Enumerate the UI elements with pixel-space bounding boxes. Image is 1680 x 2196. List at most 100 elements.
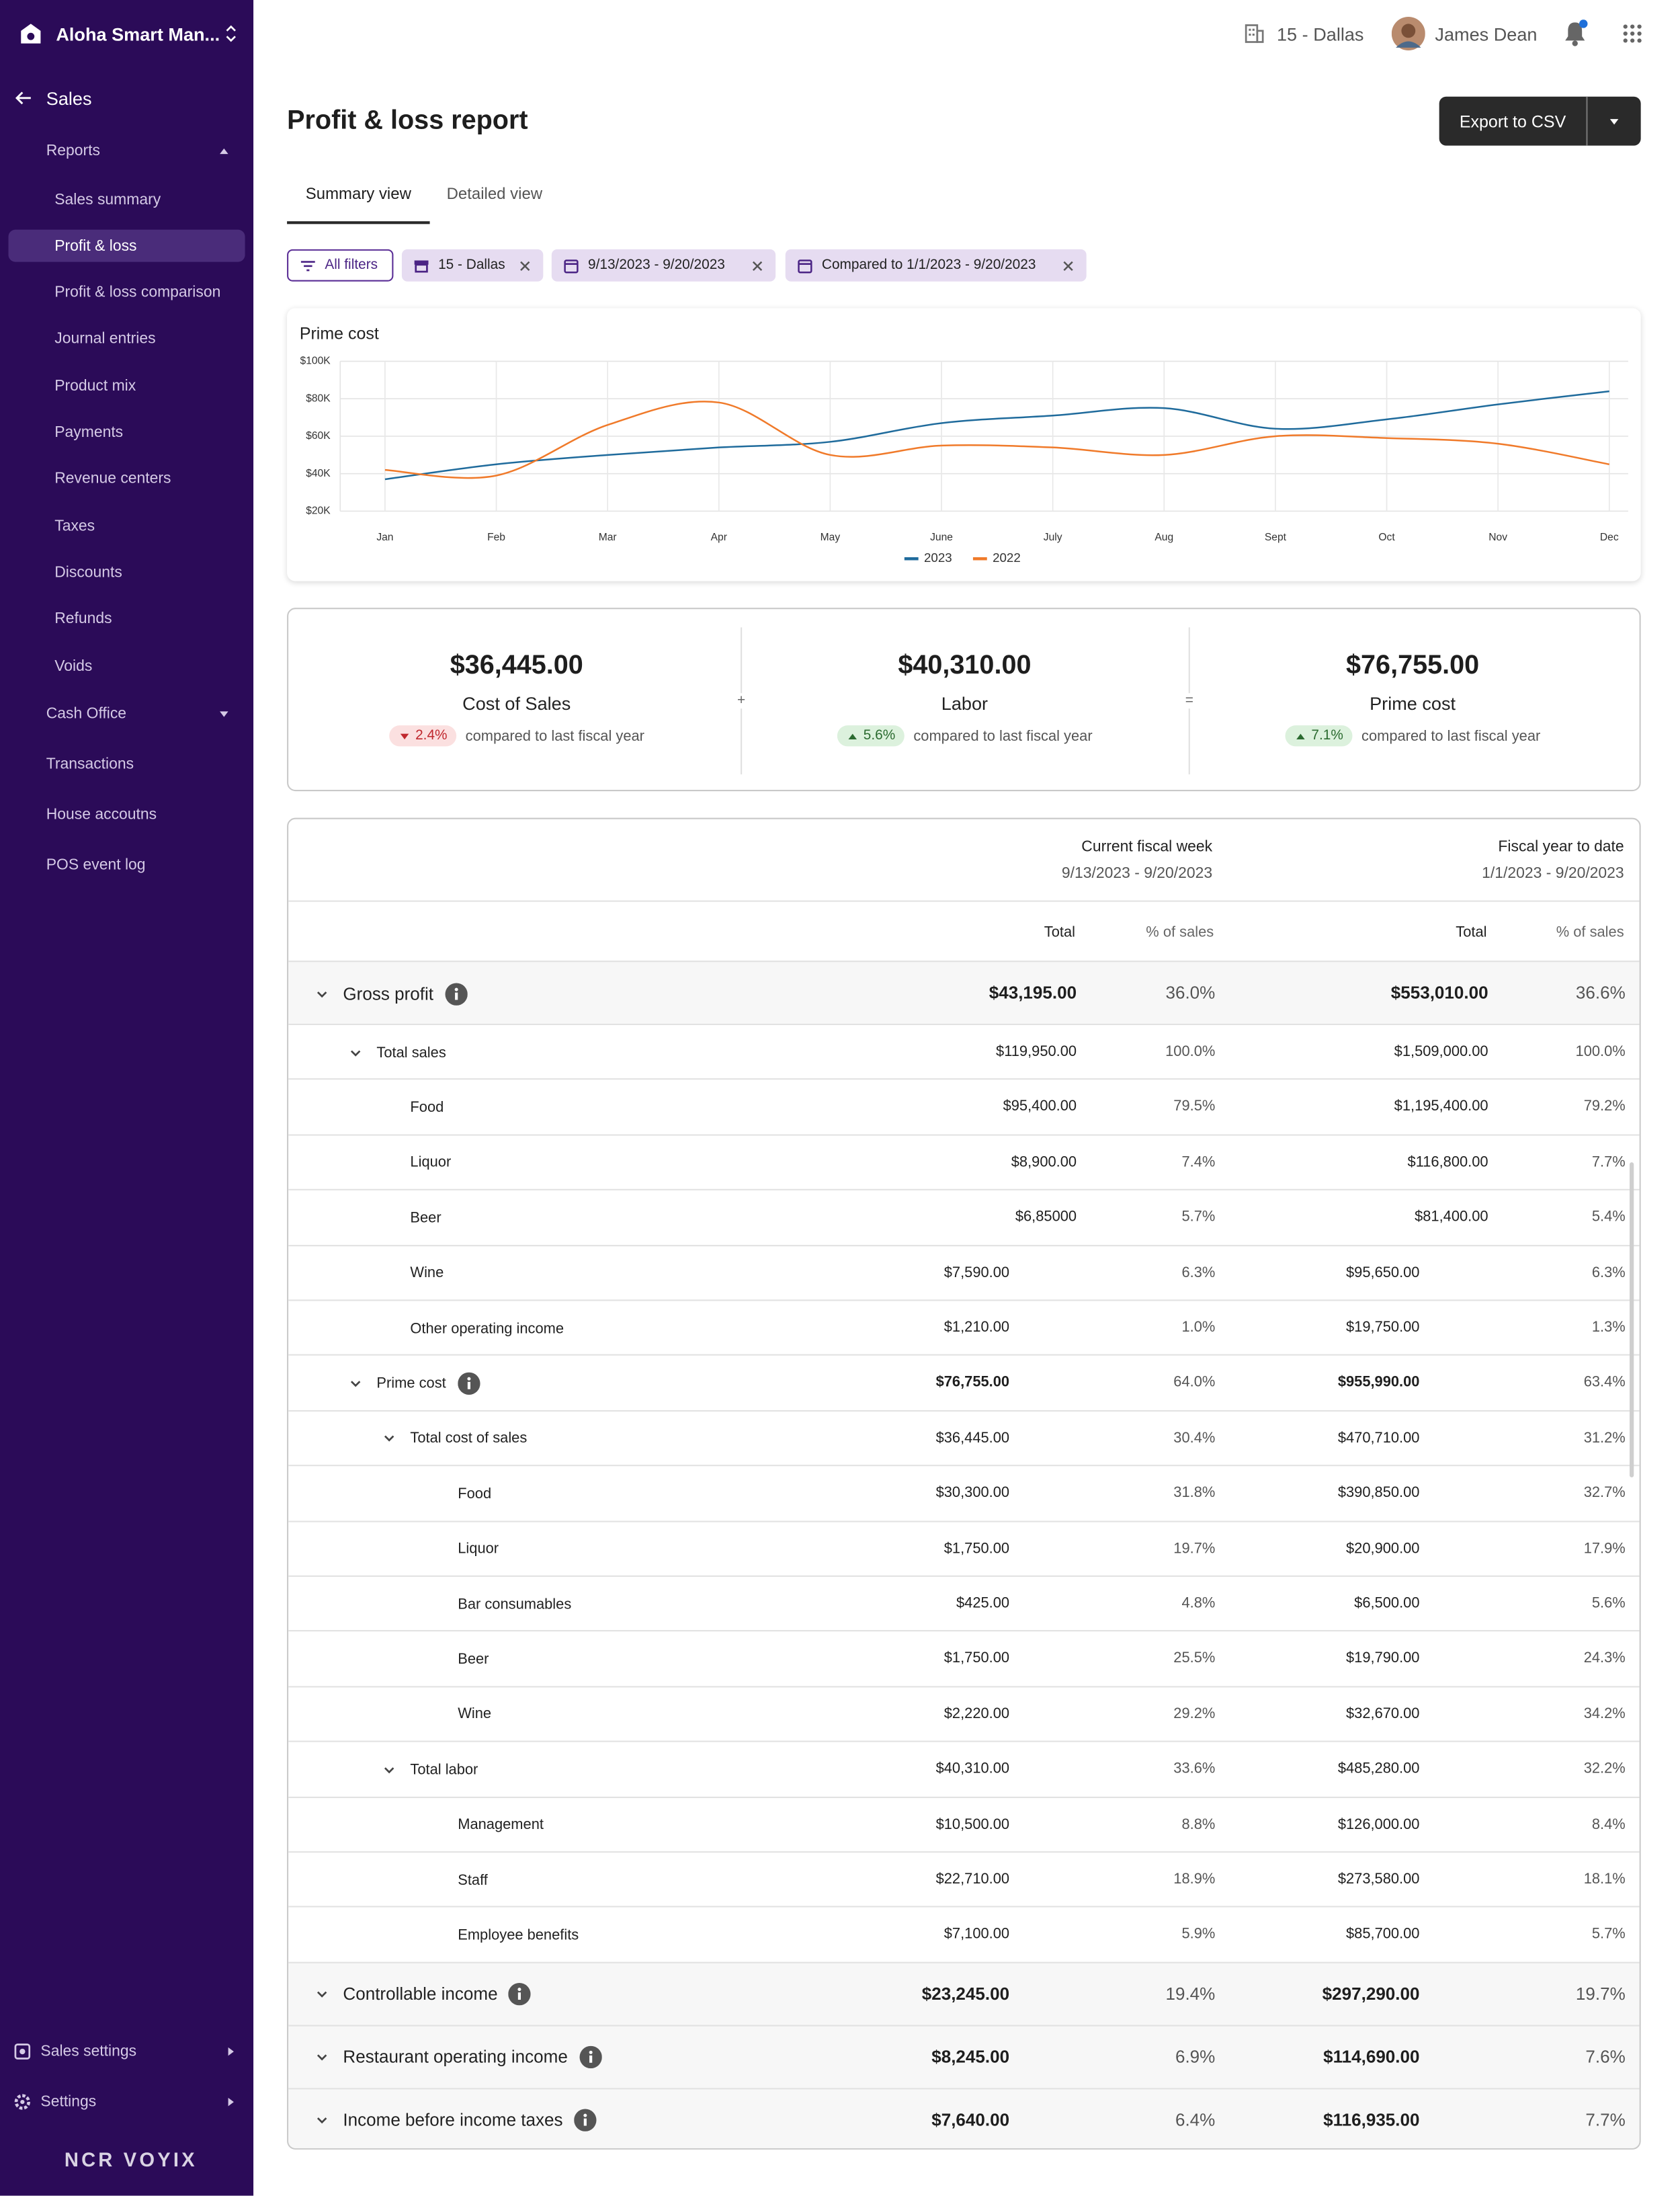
total-cell: $116,800.00 [1407, 1153, 1488, 1171]
chip-close[interactable] [751, 258, 765, 272]
tab[interactable]: Detailed view [447, 186, 543, 221]
table-row[interactable]: Total sales $119,950.00 100.0% $1,509,000.0… [288, 1023, 1640, 1079]
nav-item[interactable]: Reports [8, 126, 245, 176]
percent-cell: 6.9% [1175, 2047, 1216, 2067]
nav-subitem[interactable]: Profit & loss [8, 230, 245, 263]
back-link[interactable]: Sales [14, 81, 92, 115]
table-row: Management $10,500.00 8.8% $126,000.00 8.4% [288, 1796, 1640, 1852]
nav-label: Revenue centers [54, 471, 171, 488]
table-row[interactable]: Prime cost $76,755.00 64.0% $955,990.00 63.4… [288, 1354, 1640, 1410]
user-name: James Dean [1435, 23, 1538, 44]
nav-subitem[interactable]: Refunds [8, 603, 245, 635]
percent-cell: 5.4% [1591, 1209, 1626, 1226]
nav-subitem[interactable]: Journal entries [8, 323, 245, 356]
row-chevron[interactable] [382, 1763, 396, 1777]
total-cell: $7,100.00 [943, 1926, 1010, 1943]
row-chevron[interactable] [382, 1432, 396, 1446]
filter-chip[interactable]: 9/13/2023 - 9/20/2023 [551, 249, 776, 282]
nav-item[interactable]: House accoutns [8, 790, 245, 841]
operator: = [1180, 693, 1199, 709]
row-label-wrap: Staff [458, 1853, 488, 1908]
nav-item[interactable]: Transactions [8, 740, 245, 790]
info-icon[interactable] [574, 2109, 597, 2132]
info-icon[interactable] [457, 1372, 480, 1395]
total-cell: $95,400.00 [1003, 1098, 1077, 1116]
location-selector[interactable]: 15 - Dallas [1243, 17, 1363, 50]
x-tick-label: Mar [599, 532, 617, 543]
export-button[interactable]: Export to CSV [1439, 96, 1641, 146]
user-menu[interactable]: James Dean [1391, 16, 1538, 50]
percent-cell: 32.7% [1583, 1484, 1626, 1502]
tab[interactable]: Summary view [287, 186, 430, 225]
table-row: Wine $7,590.00 6.3% $95,650.00 6.3% [288, 1244, 1640, 1300]
nav-subitem[interactable]: Revenue centers [8, 463, 245, 495]
table-row: Other operating income $1,210.00 1.0% $19,7… [288, 1299, 1640, 1355]
total-cell: $1,210.00 [943, 1319, 1010, 1336]
info-icon[interactable] [509, 1983, 532, 2006]
percent-cell: 33.6% [1173, 1760, 1216, 1778]
total-cell: $19,750.00 [1345, 1319, 1420, 1336]
filter-button[interactable]: All filters [287, 249, 394, 282]
building-icon [1245, 24, 1264, 43]
filter-icon [798, 259, 812, 273]
percent-cell: 1.0% [1181, 1319, 1216, 1336]
chip-close[interactable] [518, 258, 532, 272]
group-title: Current fiscal week [1081, 838, 1213, 856]
filter-chip[interactable]: Compared to 1/1/2023 - 9/20/2023 [785, 249, 1087, 282]
row-chevron[interactable] [349, 1046, 363, 1060]
info-icon[interactable] [444, 982, 468, 1005]
table-row[interactable]: Controllable income $23,245.00 19.4% $297,2… [288, 1961, 1640, 2025]
percent-cell: 5.6% [1591, 1594, 1626, 1612]
total-cell: $95,650.00 [1345, 1264, 1420, 1281]
app-switcher[interactable]: Aloha Smart Man... [19, 17, 238, 50]
table-row[interactable]: Gross profit $43,195.00 36.0% $553,010.00 36… [288, 961, 1640, 1024]
nav-item[interactable]: Cash Office [8, 690, 245, 740]
filter-icon [564, 259, 579, 273]
table-row[interactable]: Total labor $40,310.00 33.6% $485,280.00 32.… [288, 1740, 1640, 1797]
trend-icon [400, 733, 409, 739]
chip-close[interactable] [1061, 258, 1075, 272]
total-cell: $8,900.00 [1011, 1153, 1077, 1171]
x-tick-label: July [1044, 532, 1062, 543]
row-chevron[interactable] [349, 1377, 363, 1391]
total-cell: $6,85000 [1015, 1209, 1077, 1226]
table-row[interactable]: Restaurant operating income $8,245.00 6.9%… [288, 2025, 1640, 2088]
table-row[interactable]: Income before income taxes $7,640.00 6.4% $… [288, 2087, 1640, 2148]
nav-subitem[interactable]: Profit & loss comparison [8, 277, 245, 309]
percent-cell: 63.4% [1583, 1374, 1626, 1391]
row-chevron[interactable] [315, 1988, 329, 2002]
table-row: Liquor $8,900.00 7.4% $116,800.00 7.7% [288, 1134, 1640, 1190]
tab-label: Detailed view [446, 186, 543, 204]
row-chevron[interactable] [315, 2113, 329, 2127]
table-row[interactable]: Total cost of sales $36,445.00 30.4% $470,7… [288, 1410, 1640, 1465]
row-chevron[interactable] [315, 2051, 329, 2065]
footer-item[interactable]: Sales settings [14, 2037, 238, 2066]
filter-label: All filters [325, 257, 378, 274]
footer-caret [228, 2047, 234, 2056]
row-label: Total labor [410, 1761, 478, 1779]
apps-grid[interactable] [1623, 24, 1642, 43]
nav-subitem[interactable]: Voids [8, 650, 245, 682]
row-label-wrap: Gross profit [343, 962, 468, 1025]
filter-label: Compared to 1/1/2023 - 9/20/2023 [821, 257, 1036, 274]
nav-subitem[interactable]: Taxes [8, 510, 245, 542]
nav-subitem[interactable]: Payments [8, 417, 245, 449]
total-cell: $119,950.00 [996, 1043, 1077, 1061]
percent-cell: 18.9% [1173, 1871, 1216, 1888]
filter-chip[interactable]: 15 - Dallas [401, 249, 544, 282]
row-label: Other operating income [410, 1319, 564, 1337]
nav-subitem[interactable]: Product mix [8, 370, 245, 402]
section-name: Sales [46, 87, 92, 109]
x-tick-label: Sept [1265, 532, 1287, 543]
export-caret[interactable] [1607, 116, 1622, 128]
footer-item[interactable]: Settings [14, 2088, 238, 2116]
info-icon[interactable] [579, 2046, 601, 2069]
nav-item[interactable]: POS event log [8, 841, 245, 891]
total-cell: $1,509,000.00 [1394, 1043, 1488, 1061]
notifications[interactable] [1562, 19, 1588, 48]
footer-label: Sales settings [40, 2043, 137, 2060]
x-tick-label: Feb [487, 532, 505, 543]
nav-subitem[interactable]: Discounts [8, 557, 245, 589]
row-chevron[interactable] [315, 987, 329, 1001]
nav-subitem[interactable]: Sales summary [8, 184, 245, 216]
